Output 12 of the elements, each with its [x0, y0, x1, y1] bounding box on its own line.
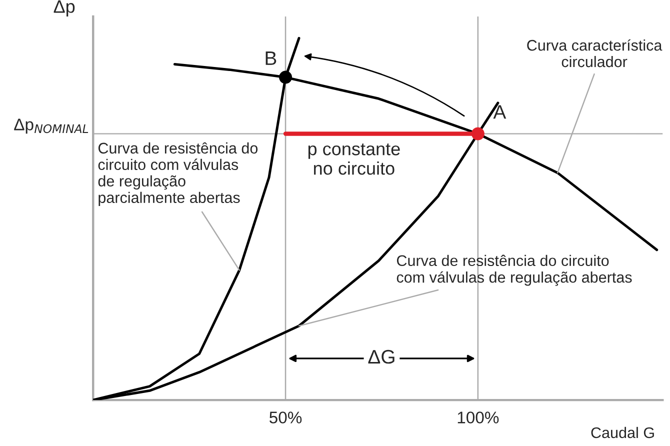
y-axis-title: Δp	[54, 0, 75, 16]
x-tick-label: 100%	[458, 412, 499, 424]
annotation: B	[266, 52, 276, 65]
annotation: ΔG	[368, 350, 394, 364]
ref-line-label: Δp$_{NOMINAL}$	[14, 118, 88, 134]
x-tick-label: 50%	[270, 412, 302, 424]
annotation: p constante no circuito	[308, 143, 400, 175]
annotation: Curva de resistência do circuito com válvulas de regulação parcialmente abertas	[98, 142, 258, 206]
x-axis-title: Caudal G	[591, 426, 654, 438]
annotation: A	[493, 105, 506, 119]
annotation: Curva de resistência do circuito com válvulas de regulação abertas	[396, 254, 632, 286]
annotation: Curva característica circulador	[527, 39, 662, 68]
